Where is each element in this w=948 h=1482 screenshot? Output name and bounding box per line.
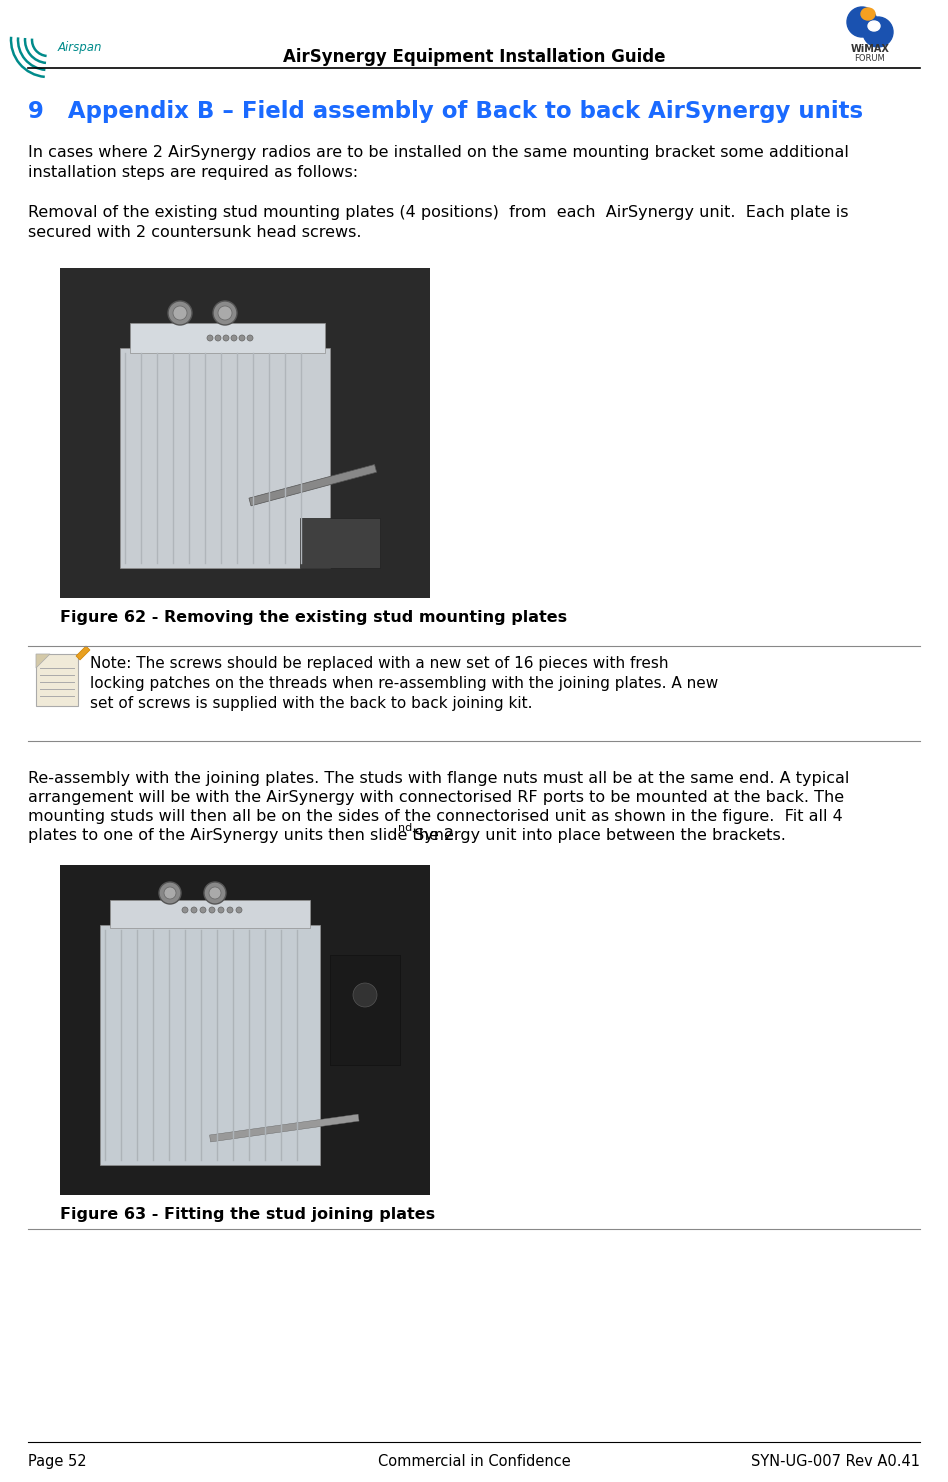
Circle shape	[204, 882, 226, 904]
Circle shape	[239, 335, 245, 341]
Circle shape	[231, 335, 237, 341]
Text: WiMAX: WiMAX	[850, 44, 889, 53]
Ellipse shape	[868, 21, 880, 31]
Text: nd: nd	[398, 823, 412, 833]
Circle shape	[182, 907, 188, 913]
Ellipse shape	[863, 16, 893, 47]
Text: arrangement will be with the AirSynergy with connectorised RF ports to be mounte: arrangement will be with the AirSynergy …	[28, 790, 844, 805]
Circle shape	[247, 335, 253, 341]
Text: 9   Appendix B – Field assembly of Back to back AirSynergy units: 9 Appendix B – Field assembly of Back to…	[28, 99, 863, 123]
Text: Synergy unit into place between the brackets.: Synergy unit into place between the brac…	[409, 828, 786, 843]
Bar	[249, 464, 376, 505]
Text: Note: The screws should be replaced with a new set of 16 pieces with fresh
locki: Note: The screws should be replaced with…	[90, 657, 719, 710]
Circle shape	[353, 983, 377, 1006]
Circle shape	[218, 907, 224, 913]
Bar	[210, 1114, 359, 1143]
Bar	[330, 954, 400, 1066]
Bar	[60, 268, 430, 599]
Ellipse shape	[847, 7, 877, 37]
Polygon shape	[36, 654, 50, 668]
Circle shape	[227, 907, 233, 913]
Text: Figure 63 - Fitting the stud joining plates: Figure 63 - Fitting the stud joining pla…	[60, 1206, 435, 1223]
Text: mounting studs will then all be on the sides of the connectorised unit as shown : mounting studs will then all be on the s…	[28, 809, 843, 824]
Polygon shape	[76, 646, 90, 659]
Ellipse shape	[861, 7, 875, 19]
Circle shape	[164, 888, 176, 900]
Circle shape	[209, 907, 215, 913]
FancyBboxPatch shape	[100, 925, 320, 1165]
Circle shape	[159, 882, 181, 904]
Circle shape	[173, 305, 187, 320]
Bar	[60, 865, 430, 1194]
Text: Commercial in Confidence: Commercial in Confidence	[377, 1454, 571, 1469]
Text: FORUM: FORUM	[855, 53, 885, 64]
Circle shape	[236, 907, 242, 913]
Circle shape	[215, 335, 221, 341]
Circle shape	[200, 907, 206, 913]
Circle shape	[207, 335, 213, 341]
Bar	[130, 323, 325, 353]
Circle shape	[209, 888, 221, 900]
FancyBboxPatch shape	[120, 348, 330, 568]
Text: AirSynergy Equipment Installation Guide: AirSynergy Equipment Installation Guide	[283, 47, 665, 67]
Bar	[110, 900, 310, 928]
Bar	[36, 654, 78, 705]
Text: Removal of the existing stud mounting plates (4 positions)  from  each  AirSyner: Removal of the existing stud mounting pl…	[28, 205, 848, 240]
Circle shape	[191, 907, 197, 913]
Text: Re-assembly with the joining plates. The studs with flange nuts must all be at t: Re-assembly with the joining plates. The…	[28, 771, 849, 785]
Text: Airspan: Airspan	[58, 40, 102, 53]
Circle shape	[223, 335, 229, 341]
Circle shape	[168, 301, 192, 325]
Text: SYN-UG-007 Rev A0.41: SYN-UG-007 Rev A0.41	[751, 1454, 920, 1469]
Circle shape	[218, 305, 232, 320]
Bar	[300, 519, 380, 568]
Text: Figure 62 - Removing the existing stud mounting plates: Figure 62 - Removing the existing stud m…	[60, 611, 567, 625]
Text: In cases where 2 AirSynergy radios are to be installed on the same mounting brac: In cases where 2 AirSynergy radios are t…	[28, 145, 848, 179]
Text: plates to one of the AirSynergy units then slide the 2: plates to one of the AirSynergy units th…	[28, 828, 454, 843]
Text: Page 52: Page 52	[28, 1454, 86, 1469]
Circle shape	[213, 301, 237, 325]
